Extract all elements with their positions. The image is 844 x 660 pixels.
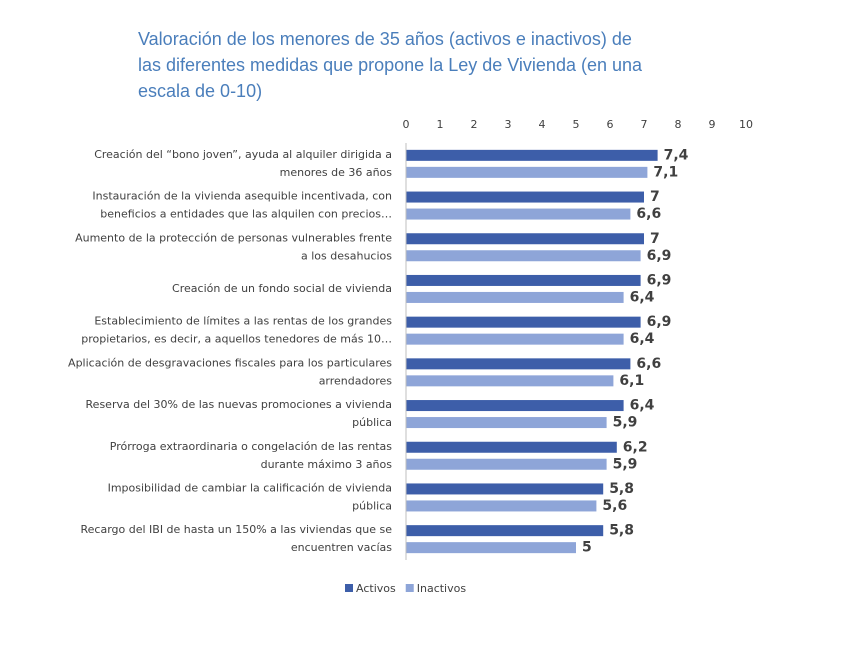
category-label: menores de 36 años [280,166,393,179]
value-label: 6,6 [636,356,661,372]
bar [406,191,644,203]
value-label: 7,4 [664,147,689,163]
chart-title: escala de 0-10) [138,81,262,101]
bar [406,316,641,328]
legend-swatch [405,584,414,592]
value-label: 5,6 [602,498,627,514]
bar [406,483,604,495]
bar [406,208,631,220]
x-tick-label: 2 [471,118,478,131]
category-label: Creación del “bono joven”, ayuda al alqu… [94,148,392,161]
value-label: 5,8 [609,523,634,539]
x-tick-label: 9 [709,118,716,131]
bar [406,250,641,262]
bar [406,358,631,370]
category-label: pública [352,416,392,429]
category-label: encuentren vacías [291,541,392,554]
value-label: 6,4 [630,398,655,414]
category-label: Instauración de la vivienda asequible in… [92,190,392,203]
category-label: Imposibilidad de cambiar la calificación… [108,481,392,494]
x-tick-label: 0 [403,118,410,131]
category-label: arrendadores [319,374,393,387]
x-tick-label: 7 [641,118,648,131]
bar [406,375,614,387]
category-label: propietarios, es decir, a aquellos tened… [81,333,392,346]
value-label: 5,9 [613,456,638,472]
category-label: Establecimiento de límites a las rentas … [94,315,392,328]
bar [406,149,658,161]
legend-label: Activos [356,582,396,595]
bar [406,458,607,470]
bar [406,417,607,429]
bar [406,166,648,178]
bar [406,525,604,537]
x-tick-label: 1 [437,118,444,131]
legend-swatch [345,584,353,592]
category-label: beneficios a entidades que las alquilen … [100,208,392,221]
category-label: Aumento de la protección de personas vul… [75,231,392,244]
value-label: 6,9 [647,314,672,330]
category-label: Reserva del 30% de las nuevas promocione… [86,398,392,411]
value-label: 6,6 [636,206,661,222]
x-tick-label: 10 [739,118,753,131]
bar [406,400,624,412]
value-label: 6,4 [630,289,655,305]
value-label: 6,9 [647,248,672,264]
x-tick-label: 6 [607,118,614,131]
value-label: 6,1 [619,373,644,389]
category-label: Recargo del IBI de hasta un 150% a las v… [80,523,392,536]
chart-title: las diferentes medidas que propone la Le… [138,55,643,75]
value-label: 7 [650,189,660,205]
value-label: 5,9 [613,415,638,431]
category-label: durante máximo 3 años [261,458,393,471]
x-tick-label: 3 [505,118,512,131]
value-label: 5,8 [609,481,634,497]
bar [406,500,597,512]
bar [406,274,641,286]
x-tick-label: 4 [539,118,546,131]
category-label: Prórroga extraordinaria o congelación de… [110,440,392,453]
category-label: Aplicación de desgravaciones fiscales pa… [68,356,392,369]
x-tick-label: 5 [573,118,580,131]
value-label: 7 [650,231,660,247]
value-label: 7,1 [653,164,678,180]
bar [406,542,576,554]
category-label: a los desahucios [301,249,392,262]
bar [406,441,617,453]
category-label: pública [352,499,392,512]
chart-title: Valoración de los menores de 35 años (ac… [138,29,632,49]
category-label: Creación de un fondo social de vivienda [172,282,392,295]
value-label: 6,4 [630,331,655,347]
value-label: 5 [582,540,592,556]
value-label: 6,2 [623,439,648,455]
bar [406,291,624,303]
bar [406,233,644,245]
value-label: 6,9 [647,272,672,288]
x-tick-label: 8 [675,118,682,131]
legend-label: Inactivos [417,582,467,595]
bar [406,333,624,345]
